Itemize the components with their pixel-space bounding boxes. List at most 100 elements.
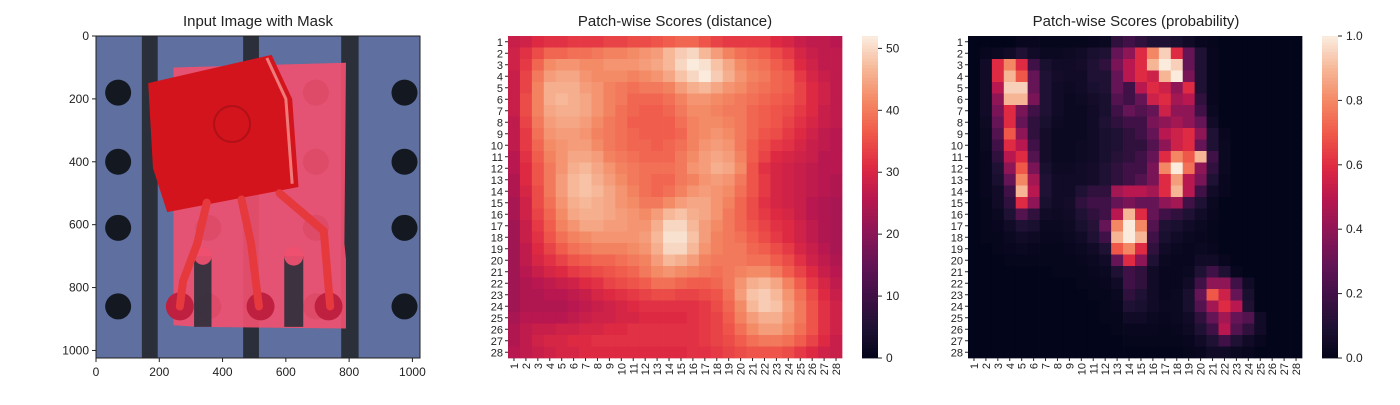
heatmap-cell: [1254, 139, 1267, 152]
heatmap-cell: [567, 105, 580, 117]
heatmap-cell: [1027, 335, 1040, 347]
heatmap-cell: [1027, 185, 1040, 198]
heatmap-cell: [651, 82, 664, 94]
x-tick-label: 8: [592, 363, 604, 369]
heatmap-cell: [686, 300, 700, 313]
colorbar-band: [862, 254, 878, 259]
heatmap-cell: [1146, 231, 1160, 244]
colorbar-band: [862, 235, 878, 240]
heatmap-cell: [675, 105, 688, 117]
heatmap-cell: [1158, 82, 1172, 94]
heatmap-cell: [1266, 289, 1279, 301]
heatmap-cell: [1182, 323, 1195, 336]
heatmap-cell: [1051, 220, 1064, 232]
colorbar-band: [1322, 229, 1338, 233]
heatmap-cell: [675, 47, 688, 60]
heatmap-cell: [555, 36, 568, 48]
heatmap-cell: [508, 231, 521, 244]
y-tick-label: 15: [951, 198, 963, 210]
heatmap-cell: [1123, 208, 1136, 221]
heatmap-cell: [1087, 128, 1100, 140]
heatmap-cell: [818, 300, 831, 313]
heatmap-cell: [663, 139, 676, 152]
heatmap-cell: [818, 277, 831, 290]
heatmap-cell: [710, 93, 724, 106]
heatmap-cell: [746, 185, 759, 198]
colorbar-band: [862, 139, 878, 143]
heatmap-cell: [1015, 36, 1028, 48]
heatmap-cell: [1039, 312, 1052, 324]
heatmap-cell: [675, 174, 688, 186]
heatmap-cell: [1290, 116, 1303, 129]
heatmap-cell: [1063, 174, 1076, 186]
colorbar-band: [1322, 97, 1338, 101]
heatmap-cell: [1266, 162, 1279, 175]
heatmap-cell: [1003, 197, 1017, 209]
colorbar-band: [862, 251, 878, 256]
heatmap-cell: [579, 277, 592, 290]
heatmap-cell: [746, 231, 759, 244]
colorbar-band: [862, 287, 878, 291]
heatmap-cell: [1218, 323, 1231, 336]
heatmap-cell: [1087, 208, 1100, 221]
colorbar-band: [1322, 106, 1338, 111]
heatmap-cell: [627, 335, 640, 347]
heatmap-cell: [555, 243, 568, 255]
heatmap-cell: [782, 300, 795, 313]
heatmap-cell: [615, 197, 628, 209]
heatmap-cell: [830, 277, 843, 290]
heatmap-cell: [1290, 162, 1303, 175]
heatmap-cell: [651, 323, 664, 336]
colorbar-band: [1322, 39, 1338, 43]
heatmap-cell: [579, 254, 592, 267]
colorbar-band: [1322, 235, 1338, 240]
heatmap-cell: [770, 312, 783, 324]
heatmap-cell: [746, 346, 759, 359]
heatmap-cell: [1003, 82, 1017, 94]
heatmap-cell: [1242, 36, 1255, 48]
colorbar-band: [1322, 306, 1338, 311]
x-tick-label: 15: [1136, 363, 1148, 375]
heatmap-cell: [1158, 254, 1172, 267]
heatmap-cell: [818, 243, 831, 255]
heatmap-cell: [1158, 208, 1172, 221]
heatmap-cell: [543, 197, 557, 209]
heatmap-cell: [1242, 197, 1255, 209]
heatmap-cell: [639, 70, 652, 83]
colorbar-band: [862, 258, 878, 262]
heatmap-cell: [991, 139, 1005, 152]
colorbar-band: [1322, 71, 1338, 76]
heatmap-cell: [531, 323, 545, 336]
heatmap-cell: [734, 174, 747, 186]
heatmap-cell: [794, 254, 807, 267]
heatmap-cell: [968, 116, 981, 129]
heatmap-cell: [1242, 243, 1255, 255]
heatmap-cell: [543, 105, 557, 117]
heatmap-cell: [1182, 231, 1195, 244]
heatmap-cell: [627, 312, 640, 324]
heatmap-cell: [698, 335, 712, 347]
heatmap-cell: [979, 36, 993, 48]
heatmap-cell: [543, 312, 557, 324]
heatmap-cell: [758, 323, 771, 336]
colorbar-band: [862, 345, 878, 349]
heatmap-cell: [555, 59, 568, 71]
colorbar-band: [1322, 248, 1338, 253]
heatmap-cell: [1146, 151, 1160, 163]
heatmap-cell: [991, 116, 1005, 129]
heatmap-cell: [1087, 151, 1100, 163]
input-image-panel: Input Image with Mask 0 200 400 600 800 10000…: [62, 13, 426, 379]
colorbar-band: [1322, 322, 1338, 327]
colorbar-band: [1322, 126, 1338, 130]
heatmap-cell: [758, 105, 771, 117]
heatmap-cell: [722, 312, 735, 324]
heatmap-cell: [734, 59, 747, 71]
heatmap-cell: [1039, 82, 1052, 94]
y-tick-label: 10: [491, 140, 503, 152]
heatmap-cell: [770, 174, 783, 186]
heatmap-cell: [746, 139, 759, 152]
heatmap-cell: [1254, 185, 1267, 198]
colorbar-band: [862, 319, 878, 323]
x-tick-label: 21: [1208, 363, 1220, 375]
y-tick-label: 5: [497, 83, 503, 95]
